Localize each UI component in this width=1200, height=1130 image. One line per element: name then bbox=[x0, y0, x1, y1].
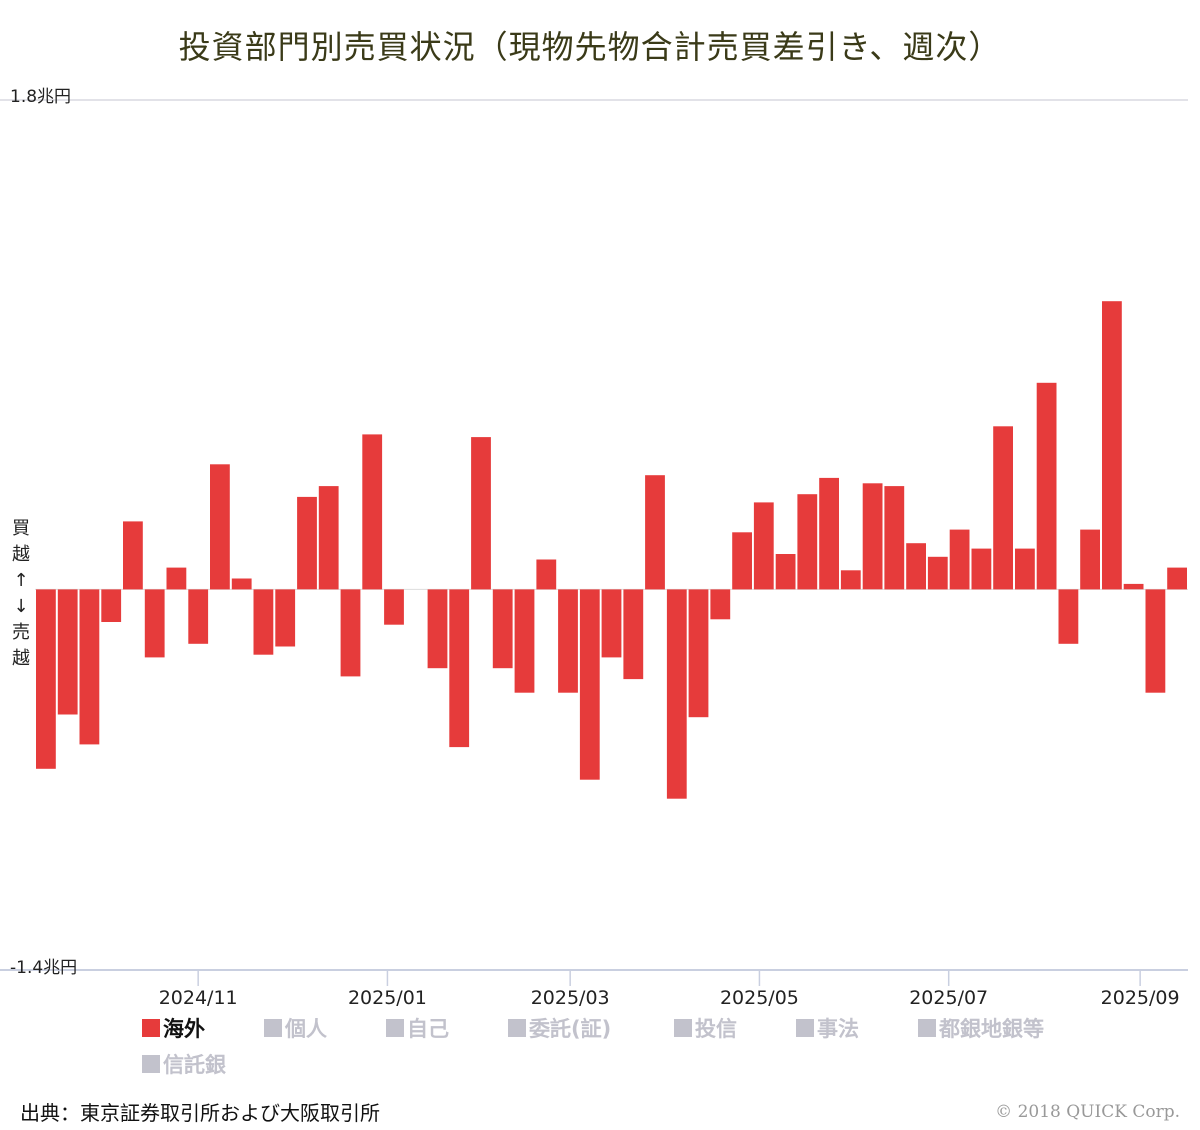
bar[interactable] bbox=[340, 589, 361, 677]
bar[interactable] bbox=[623, 589, 644, 680]
legend-label: 自己 bbox=[407, 1017, 449, 1041]
bar[interactable] bbox=[688, 589, 709, 718]
bar[interactable] bbox=[579, 589, 600, 780]
legend-label: 事法 bbox=[817, 1017, 859, 1041]
side-label-char: 売 bbox=[12, 622, 30, 643]
legend-label: 投信 bbox=[695, 1017, 737, 1041]
y-axis-min-label: -1.4兆円 bbox=[10, 958, 78, 978]
legend-item[interactable]: 海外 bbox=[142, 1013, 205, 1043]
bar[interactable] bbox=[1102, 301, 1122, 590]
bar[interactable] bbox=[318, 486, 339, 590]
legend-item[interactable]: 都銀地銀等 bbox=[918, 1013, 1044, 1043]
legend-swatch-icon bbox=[386, 1019, 404, 1037]
bar[interactable] bbox=[645, 475, 665, 590]
legend-item[interactable]: 委託(証) bbox=[508, 1013, 611, 1043]
bar[interactable] bbox=[710, 589, 731, 620]
bar[interactable] bbox=[492, 589, 513, 669]
bar[interactable] bbox=[144, 589, 165, 658]
bar[interactable] bbox=[79, 589, 100, 745]
bar[interactable] bbox=[666, 589, 687, 799]
bar[interactable] bbox=[753, 502, 774, 590]
bar[interactable] bbox=[36, 589, 56, 769]
bar[interactable] bbox=[1015, 548, 1035, 590]
bar[interactable] bbox=[993, 426, 1013, 590]
legend-swatch-icon bbox=[918, 1019, 936, 1037]
bar[interactable] bbox=[1167, 567, 1187, 590]
bar[interactable] bbox=[231, 578, 252, 590]
bar[interactable] bbox=[362, 434, 383, 590]
bar[interactable] bbox=[819, 477, 839, 590]
legend-swatch-icon bbox=[142, 1019, 160, 1037]
bar[interactable] bbox=[101, 589, 122, 622]
x-axis-tick-label: 2025/07 bbox=[909, 987, 989, 1009]
down-arrow-icon: ↓ bbox=[13, 596, 29, 617]
legend-item[interactable]: 信託銀 bbox=[142, 1049, 226, 1079]
y-axis-max-label: 1.8兆円 bbox=[10, 87, 72, 107]
legend-label: 都銀地銀等 bbox=[939, 1017, 1044, 1041]
bar[interactable] bbox=[384, 589, 404, 625]
bar[interactable] bbox=[253, 589, 274, 655]
bar[interactable] bbox=[427, 589, 448, 669]
legend-swatch-icon bbox=[674, 1019, 692, 1037]
up-arrow-icon: ↑ bbox=[13, 570, 29, 591]
bar[interactable] bbox=[1058, 589, 1079, 644]
bar[interactable] bbox=[927, 556, 948, 590]
bar[interactable] bbox=[166, 567, 187, 590]
bar[interactable] bbox=[1123, 583, 1144, 590]
legend-label: 個人 bbox=[285, 1017, 327, 1041]
bar[interactable] bbox=[971, 548, 992, 590]
x-axis-tick-label: 2025/09 bbox=[1100, 987, 1180, 1009]
bar[interactable] bbox=[949, 529, 970, 590]
bar[interactable] bbox=[536, 559, 557, 590]
chart-title: 投資部門別売買状況（現物先物合計売買差引き、週次） bbox=[178, 28, 1002, 66]
buy-sell-indicator: 買 越 ↑ ↓ 売 越 bbox=[10, 516, 32, 672]
bar[interactable] bbox=[884, 486, 905, 590]
legend-swatch-icon bbox=[508, 1019, 526, 1037]
legend-item[interactable]: 事法 bbox=[796, 1013, 859, 1043]
bar[interactable] bbox=[449, 589, 470, 748]
x-axis-tick-label: 2025/05 bbox=[719, 987, 799, 1009]
bar[interactable] bbox=[471, 437, 491, 590]
legend-swatch-icon bbox=[142, 1055, 160, 1073]
legend-item[interactable]: 投信 bbox=[674, 1013, 737, 1043]
x-axis-tick-label: 2024/11 bbox=[158, 987, 238, 1009]
bar[interactable] bbox=[558, 589, 578, 693]
bar[interactable] bbox=[297, 496, 317, 590]
legend-label: 委託(証) bbox=[529, 1017, 612, 1041]
bar[interactable] bbox=[775, 554, 796, 590]
bar[interactable] bbox=[57, 589, 78, 715]
copyright-note: © 2018 QUICK Corp. bbox=[995, 1102, 1180, 1122]
bar[interactable] bbox=[797, 494, 818, 590]
bar[interactable] bbox=[123, 521, 143, 590]
bar[interactable] bbox=[210, 464, 230, 590]
legend-label: 海外 bbox=[163, 1017, 205, 1041]
bar[interactable] bbox=[275, 589, 296, 647]
source-note: 出典：東京証券取引所および大阪取引所 bbox=[20, 1101, 380, 1125]
bar[interactable] bbox=[1145, 589, 1166, 693]
bar[interactable] bbox=[732, 532, 752, 590]
x-axis-tick-label: 2025/03 bbox=[530, 987, 610, 1009]
legend-item[interactable]: 自己 bbox=[386, 1013, 449, 1043]
bar[interactable] bbox=[188, 589, 209, 644]
bar[interactable] bbox=[840, 570, 861, 590]
legend-swatch-icon bbox=[796, 1019, 814, 1037]
legend-item[interactable]: 個人 bbox=[264, 1013, 327, 1043]
side-label-char: 越 bbox=[12, 544, 30, 565]
bar[interactable] bbox=[1080, 529, 1100, 590]
side-label-char: 越 bbox=[12, 648, 30, 669]
bar[interactable] bbox=[862, 483, 883, 590]
bar[interactable] bbox=[601, 589, 622, 658]
bar[interactable] bbox=[906, 543, 926, 590]
bar[interactable] bbox=[1036, 382, 1057, 590]
x-axis-tick-label: 2025/01 bbox=[347, 987, 427, 1009]
legend-swatch-icon bbox=[264, 1019, 282, 1037]
bar[interactable] bbox=[514, 589, 535, 693]
legend-label: 信託銀 bbox=[163, 1053, 226, 1077]
side-label-char: 買 bbox=[12, 518, 30, 539]
